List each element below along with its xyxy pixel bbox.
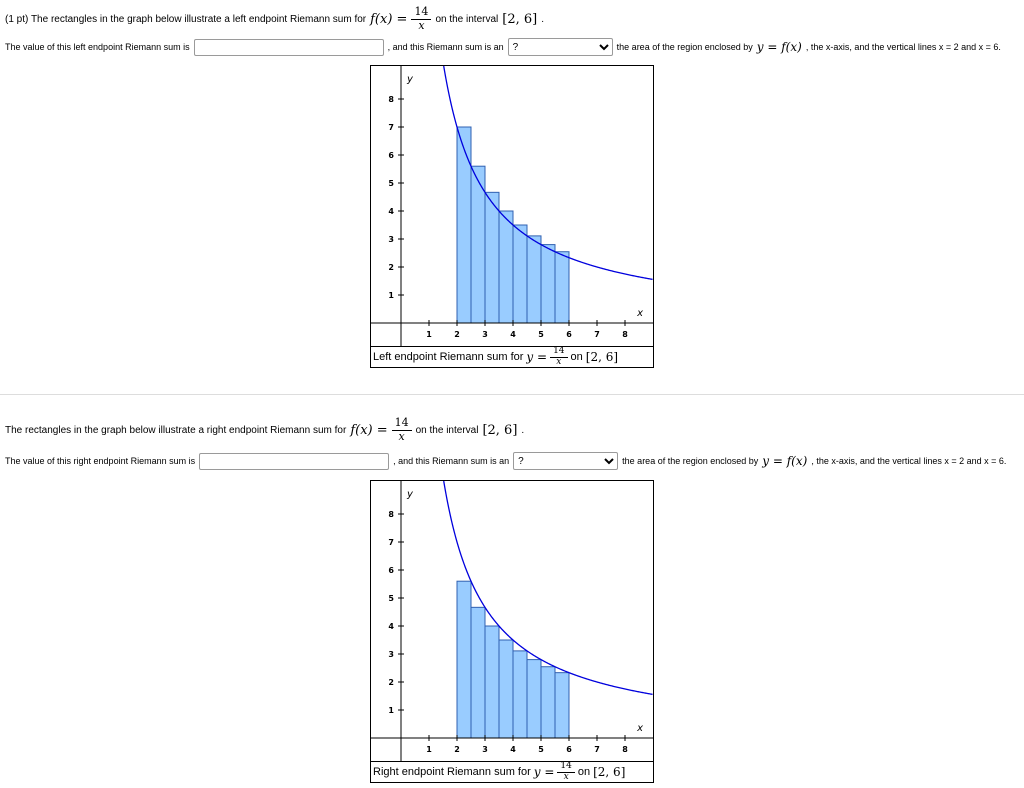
problem2-fraction: 14 x <box>391 416 412 443</box>
problem1-answer-between: , and this Riemann sum is an <box>387 42 504 52</box>
svg-text:3: 3 <box>482 330 488 339</box>
problem1-tail-suffix: , the x-axis, and the vertical lines x =… <box>805 42 1001 52</box>
graph1-caption-interval: [2, 6] <box>585 350 619 364</box>
problem1-interval: [2, 6] <box>502 11 538 27</box>
svg-text:2: 2 <box>454 330 460 339</box>
svg-text:6: 6 <box>388 151 394 160</box>
fraction-denominator: x <box>418 18 425 32</box>
svg-text:x: x <box>636 308 643 319</box>
graph2-caption-on: on <box>577 766 591 778</box>
svg-text:4: 4 <box>510 330 516 339</box>
riemann-graph-2: 1 2 3 4 5 6 7 8 1 2 3 4 5 6 7 8 y x Right endpoint Rieman… <box>370 480 654 783</box>
svg-text:4: 4 <box>510 745 516 754</box>
problem1-statement: (1 pt) The rectangles in the graph below… <box>5 4 544 34</box>
riemann-plot-1: 1 2 3 4 5 6 7 8 1 2 3 4 5 6 7 8 y x <box>371 66 653 346</box>
svg-text:8: 8 <box>622 745 628 754</box>
problem2-tail-math: y = f(x) <box>762 454 808 468</box>
problem2-intro-text: The rectangles in the graph below illust… <box>5 424 347 436</box>
svg-text:6: 6 <box>388 566 394 575</box>
graph2-caption-prefix: Right endpoint Riemann sum for <box>373 766 531 778</box>
problem1-intro-mid: on the interval <box>435 13 499 25</box>
svg-text:4: 4 <box>388 207 394 216</box>
problem1-intro-text: (1 pt) The rectangles in the graph below… <box>5 13 367 25</box>
riemann-sum-input-2[interactable] <box>199 452 390 470</box>
problem1-answer-label: The value of this left endpoint Riemann … <box>5 42 190 52</box>
comparison-select-2[interactable]: ? <box>513 452 619 470</box>
svg-text:3: 3 <box>482 745 488 754</box>
svg-text:3: 3 <box>388 650 394 659</box>
svg-text:5: 5 <box>538 330 544 339</box>
graph2-caption-yeq: y = <box>533 765 555 779</box>
graph1-caption-prefix: Left endpoint Riemann sum for <box>373 351 524 363</box>
svg-text:8: 8 <box>622 330 628 339</box>
problem1-fraction: 14 x <box>411 5 432 32</box>
problem1-tail-math: y = f(x) <box>756 40 802 54</box>
svg-text:5: 5 <box>538 745 544 754</box>
graph2-caption-fraction: 14 x <box>557 762 575 782</box>
svg-text:6: 6 <box>566 745 572 754</box>
graph2-caption-interval: [2, 6] <box>593 765 626 779</box>
svg-text:1: 1 <box>388 706 394 715</box>
riemann-sum-input-1[interactable] <box>193 38 384 56</box>
svg-text:8: 8 <box>388 95 394 104</box>
svg-text:1: 1 <box>426 745 432 754</box>
svg-text:1: 1 <box>426 330 432 339</box>
fraction-denominator: x <box>556 356 562 367</box>
svg-text:y: y <box>406 489 414 500</box>
fraction-numerator: 14 <box>411 5 432 20</box>
fraction-denominator: x <box>563 771 569 782</box>
problem2-tail-prefix: the area of the region enclosed by <box>622 456 759 466</box>
svg-text:y: y <box>406 74 414 85</box>
svg-text:8: 8 <box>388 510 394 519</box>
fraction-numerator: 14 <box>557 762 575 773</box>
problem2-interval: [2, 6] <box>482 422 518 438</box>
graph2-caption: Right endpoint Riemann sum for y = 14 x o… <box>371 761 653 782</box>
fraction-denominator: x <box>398 429 405 443</box>
svg-text:7: 7 <box>594 330 600 339</box>
problem2-answer-row: The value of this right endpoint Riemann… <box>5 451 1006 471</box>
riemann-graph-1: 1 2 3 4 5 6 7 8 1 2 3 4 5 6 7 8 y x Left endpoint Riemann… <box>370 65 654 368</box>
problem2-intro-mid: on the interval <box>415 424 479 436</box>
svg-text:5: 5 <box>388 179 394 188</box>
graph1-caption: Left endpoint Riemann sum for y = 14 x on… <box>371 346 653 367</box>
svg-text:7: 7 <box>594 745 600 754</box>
svg-text:7: 7 <box>388 538 394 547</box>
svg-text:7: 7 <box>388 123 394 132</box>
fraction-numerator: 14 <box>550 347 568 358</box>
problem1-period: . <box>541 13 544 25</box>
section-divider <box>0 394 1024 395</box>
problem2-statement: The rectangles in the graph below illust… <box>5 415 524 445</box>
problem1-fx-lhs: f(x) = <box>370 11 408 27</box>
svg-text:6: 6 <box>566 330 572 339</box>
problem1-tail-prefix: the area of the region enclosed by <box>616 42 753 52</box>
graph1-caption-fraction: 14 x <box>550 347 568 367</box>
problem2-tail-suffix: , the x-axis, and the vertical lines x =… <box>811 456 1007 466</box>
problem2-answer-label: The value of this right endpoint Riemann… <box>5 456 196 466</box>
svg-text:1: 1 <box>388 291 394 300</box>
problem1-answer-row: The value of this left endpoint Riemann … <box>5 37 1001 57</box>
svg-text:4: 4 <box>388 622 394 631</box>
fraction-numerator: 14 <box>391 416 412 431</box>
riemann-plot-2: 1 2 3 4 5 6 7 8 1 2 3 4 5 6 7 8 y x <box>371 481 653 761</box>
graph1-caption-on: on <box>570 351 583 363</box>
problem2-fx-lhs: f(x) = <box>350 422 388 438</box>
svg-text:5: 5 <box>388 594 394 603</box>
svg-text:3: 3 <box>388 235 394 244</box>
graph1-caption-yeq: y = <box>526 350 548 364</box>
problem2-period: . <box>521 424 525 436</box>
svg-text:2: 2 <box>388 263 394 272</box>
problem2-answer-between: , and this Riemann sum is an <box>393 456 510 466</box>
comparison-select-1[interactable]: ? <box>507 38 613 56</box>
svg-text:x: x <box>636 723 643 734</box>
svg-text:2: 2 <box>388 678 394 687</box>
svg-text:2: 2 <box>454 745 460 754</box>
